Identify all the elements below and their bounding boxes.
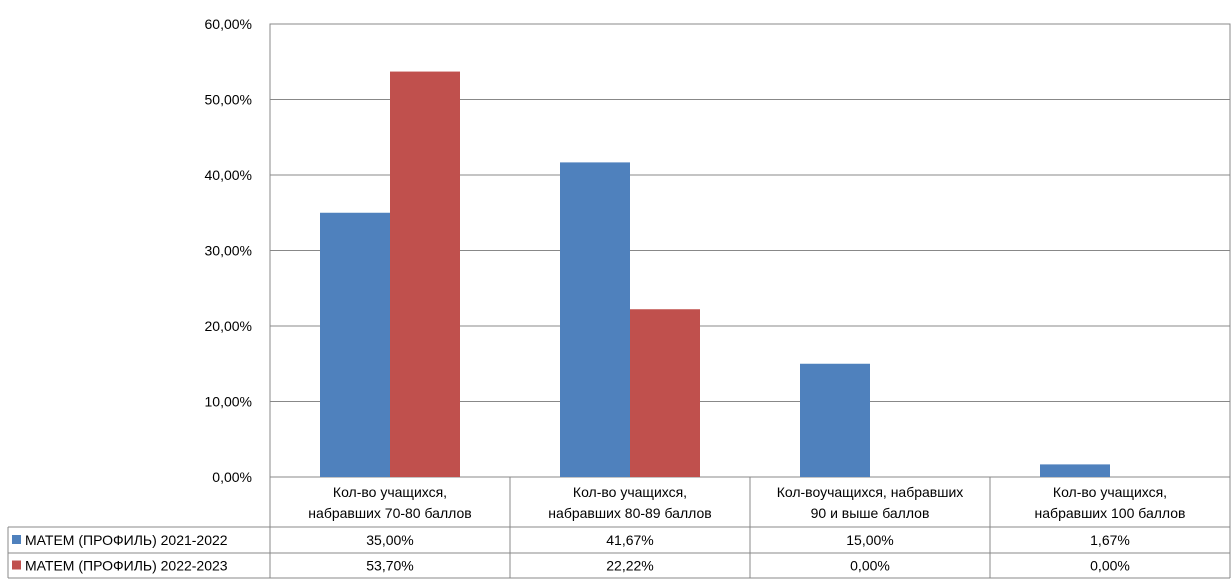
legend-key (12, 535, 21, 544)
series-name: МАТЕМ (ПРОФИЛЬ) 2022-2023 (25, 558, 228, 574)
data-label: 0,00% (850, 558, 890, 574)
category-label: Кол-во учащихся, (1053, 484, 1167, 500)
data-label: 1,67% (1090, 532, 1130, 548)
category-label: Кол-воучащихся, набравших (777, 484, 964, 500)
bars (320, 71, 1110, 478)
category-label: Кол-во учащихся, (573, 484, 687, 500)
data-table: Кол-во учащихся, набравших 70-80 баллов Ко… (7, 477, 1231, 579)
bar (560, 162, 630, 478)
category-label: набравших 70-80 баллов (308, 505, 471, 521)
y-tick-label: 30,00% (205, 243, 252, 259)
category-label: 90 и выше баллов (811, 505, 930, 521)
data-label: 35,00% (366, 532, 413, 548)
data-label: 41,67% (606, 532, 653, 548)
series-name: МАТЕМ (ПРОФИЛЬ) 2021-2022 (25, 532, 228, 548)
bar (320, 212, 390, 477)
data-label: 53,70% (366, 558, 413, 574)
y-tick-label: 40,00% (205, 167, 252, 183)
y-tick-label: 60,00% (205, 16, 252, 32)
data-label: 15,00% (846, 532, 893, 548)
category-label: Кол-во учащихся, (333, 484, 447, 500)
category-label: набравших 100 баллов (1035, 505, 1186, 521)
y-tick-label: 0,00% (212, 469, 252, 485)
legend-key (12, 560, 21, 570)
y-tick-label: 20,00% (205, 318, 252, 334)
data-label: 0,00% (1090, 558, 1130, 574)
data-label: 22,22% (606, 558, 653, 574)
y-axis-ticks: 0,00% 10,00% 20,00% 30,00% 40,00% 50,00% 60,00… (205, 16, 252, 485)
bar (390, 71, 460, 477)
bar (630, 309, 700, 477)
bar (800, 363, 870, 477)
y-tick-label: 50,00% (205, 92, 252, 108)
y-tick-label: 10,00% (205, 394, 252, 410)
category-label: набравших 80-89 баллов (548, 505, 711, 521)
bar (1040, 464, 1110, 477)
